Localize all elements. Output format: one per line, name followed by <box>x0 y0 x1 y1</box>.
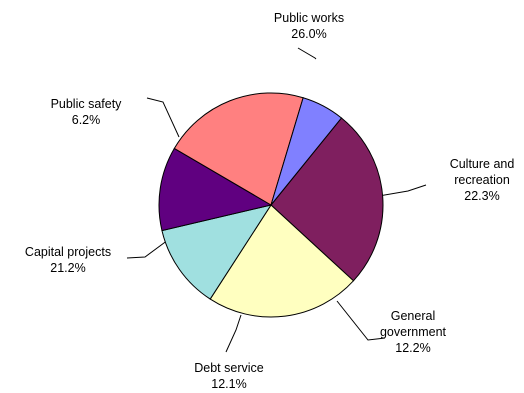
leader-lines <box>126 47 427 353</box>
pie-slice-capital-projects-label: Capital projects 21.2% <box>25 245 111 275</box>
pie-slice-debt-service <box>158 147 273 232</box>
pie-slice-general-government-leader-line <box>336 300 386 341</box>
pie-slice-public-works-leader-line <box>297 47 317 60</box>
pie-slices <box>158 92 384 318</box>
pie-slice-debt-service-label: Debt service 12.1% <box>194 361 264 391</box>
pie-slice-public-works <box>270 117 384 282</box>
pie-slice-public-works-label: Public works 26.0% <box>274 11 344 41</box>
pie-slice-general-government <box>161 204 273 300</box>
pie-slice-culture-and-recreation-leader-line <box>378 184 427 197</box>
pie-slice-public-safety-label: Public safety 6.2% <box>51 97 123 127</box>
pie-slice-capital-projects <box>173 92 304 206</box>
pie-slice-public-safety-leader-line <box>146 97 180 138</box>
slice-labels: Public works 26.0% Culture and recreation 22… <box>25 11 514 391</box>
pie-slice-capital-projects-leader-line <box>126 239 169 259</box>
pie-slice-culture-and-recreation-label: Culture and recreation 22.3% <box>450 157 515 203</box>
pie-slice-culture-and-recreation <box>209 204 355 318</box>
pie-slice-debt-service-leader-line <box>225 314 242 353</box>
pie-slice-general-government-label: General government 12.2% <box>380 309 447 355</box>
pie-slice-public-safety <box>270 97 343 206</box>
